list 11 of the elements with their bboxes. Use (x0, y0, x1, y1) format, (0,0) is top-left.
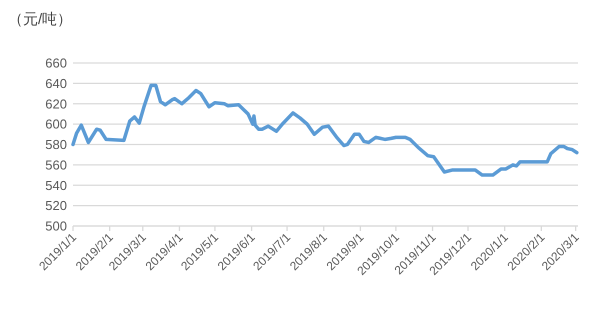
y-tick-label: 640 (45, 76, 67, 91)
y-tick-label: 500 (45, 218, 67, 234)
y-tick-label: 560 (45, 157, 67, 172)
y-tick-label: 660 (45, 56, 67, 70)
y-tick-label: 600 (45, 116, 67, 132)
y-tick-label: 620 (45, 96, 67, 112)
y-axis-title: （元/吨） (8, 11, 72, 28)
y-tick-label: 580 (45, 137, 67, 152)
y-tick-label: 520 (45, 198, 67, 214)
line-series (71, 84, 579, 177)
y-tick-label: 540 (45, 178, 67, 193)
